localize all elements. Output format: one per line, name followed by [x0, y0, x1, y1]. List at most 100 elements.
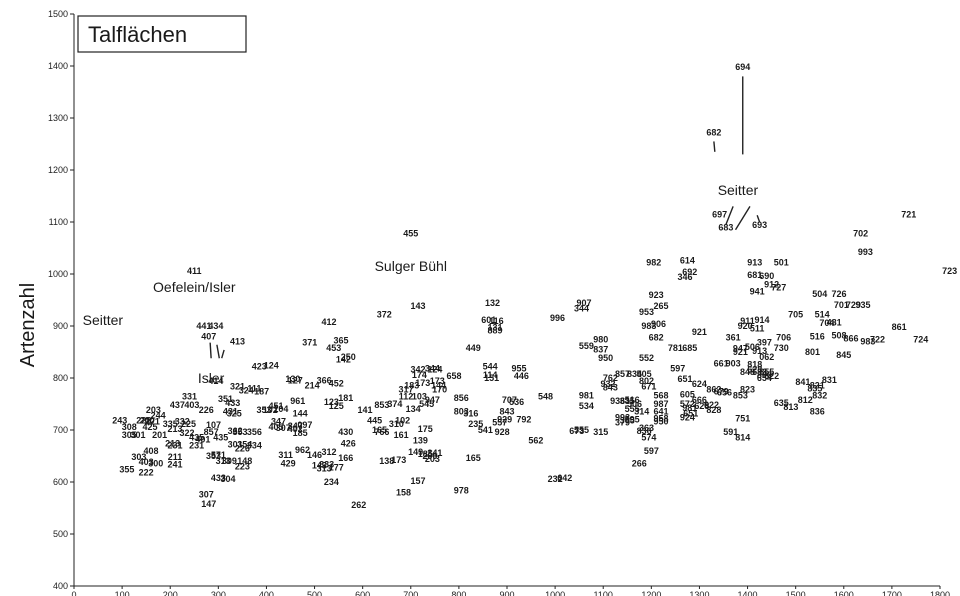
point-label: 692 — [682, 267, 697, 277]
point-label: 981 — [682, 403, 697, 413]
point-label: 920 — [738, 321, 753, 331]
point-label: 628 — [747, 365, 762, 375]
point-label: 506 — [745, 342, 760, 352]
connector-line — [713, 141, 716, 152]
point-label: 548 — [538, 392, 553, 402]
point-label: 981 — [579, 391, 594, 401]
point-label: 165 — [372, 425, 387, 435]
x-tick-label: 1300 — [689, 590, 709, 596]
point-label: 856 — [454, 393, 469, 403]
point-label: 818 — [747, 359, 762, 369]
point-label: 516 — [625, 395, 640, 405]
point-label: 177 — [329, 462, 344, 472]
point-label: 142 — [336, 354, 351, 364]
x-tick-label: 1800 — [930, 590, 950, 596]
point-label: 104 — [273, 404, 288, 414]
point-label: 574 — [641, 432, 656, 442]
point-label: 305 — [122, 430, 137, 440]
connector-line — [734, 206, 751, 231]
point-label: 130 — [285, 374, 300, 384]
point-label: 221 — [145, 417, 160, 427]
point-label: 361 — [726, 332, 741, 342]
group-annotation: Oefelein/Isler — [153, 279, 236, 295]
point-label: 408 — [143, 446, 158, 456]
point-label: 185 — [293, 428, 308, 438]
point-label: 597 — [644, 446, 659, 456]
x-tick-label: 1400 — [738, 590, 758, 596]
group-annotation: Seitter — [718, 182, 759, 198]
point-label: 213 — [165, 439, 180, 449]
point-label: 116 — [489, 316, 504, 326]
point-label: 889 — [487, 326, 502, 336]
point-label: 143 — [410, 301, 425, 311]
point-label: 654 — [757, 373, 772, 383]
point-label: 823 — [740, 384, 755, 394]
point-label: 402 — [288, 424, 303, 434]
point-label: 962 — [295, 445, 310, 455]
point-label: 356 — [247, 427, 262, 437]
point-label: 730 — [774, 343, 789, 353]
point-label: 124 — [264, 361, 279, 371]
point-label: 622 — [704, 400, 719, 410]
point-label: 309 — [222, 456, 237, 466]
point-label: 429 — [281, 458, 296, 468]
point-label: 321 — [230, 381, 245, 391]
point-label: 411 — [187, 266, 202, 276]
point-label: 953 — [639, 307, 654, 317]
point-label: 701 — [834, 300, 849, 310]
point-label: 923 — [649, 290, 664, 300]
point-label: 125 — [329, 401, 344, 411]
point-label: 355 — [119, 465, 134, 475]
x-tick-label: 1100 — [594, 590, 613, 596]
point-label: 673 — [569, 426, 584, 436]
point-label: 987 — [653, 399, 668, 409]
group-annotation: Seitter — [83, 312, 124, 328]
point-label: 232 — [548, 474, 563, 484]
point-label: 705 — [788, 310, 803, 320]
point-label: 449 — [466, 343, 481, 353]
point-label: 181 — [338, 393, 353, 403]
point-label: 562 — [528, 435, 543, 445]
point-label: 426 — [341, 439, 356, 449]
point-label: 312 — [321, 447, 336, 457]
point-label: 836 — [810, 406, 825, 416]
point-label: 845 — [836, 350, 851, 360]
x-tick-label: 600 — [355, 590, 370, 596]
point-label: 516 — [810, 331, 825, 341]
point-label: 407 — [201, 331, 216, 341]
connector-line — [725, 206, 734, 225]
point-label: 993 — [858, 247, 873, 257]
point-label: 843 — [603, 382, 618, 392]
point-label: 244 — [151, 410, 166, 420]
connector-line — [221, 349, 225, 359]
point-label: 446 — [514, 371, 529, 381]
point-label: 552 — [639, 353, 654, 363]
group-annotation: Sulger Bühl — [375, 258, 447, 274]
point-label: 157 — [410, 476, 425, 486]
point-label: 597 — [670, 364, 685, 374]
point-label: 311 — [278, 450, 293, 460]
y-tick-label: 500 — [53, 529, 68, 539]
point-label: 821 — [810, 380, 825, 390]
point-label: 781 — [668, 343, 683, 353]
point-label: 841 — [795, 377, 810, 387]
point-label: 107 — [206, 420, 221, 430]
point-label: 222 — [139, 468, 154, 478]
point-label: 536 — [509, 397, 524, 407]
point-label: 103 — [412, 392, 427, 402]
point-label: 911 — [740, 316, 755, 326]
tick-labels: 4005006007008009001000110012001300140015… — [48, 9, 950, 596]
point-label: 866 — [843, 333, 858, 343]
point-label: 704 — [819, 318, 834, 328]
point-label: 958 — [653, 414, 668, 424]
point-label: 813 — [783, 402, 798, 412]
point-label: 706 — [776, 332, 791, 342]
point-label: 187 — [254, 387, 269, 397]
point-label: 557 — [492, 418, 507, 428]
point-label: 511 — [750, 324, 765, 334]
point-label: 397 — [757, 338, 772, 348]
point-label: 097 — [297, 420, 312, 430]
x-tick-label: 1200 — [641, 590, 661, 596]
point-label: 641 — [653, 406, 668, 416]
axes — [70, 13, 941, 589]
